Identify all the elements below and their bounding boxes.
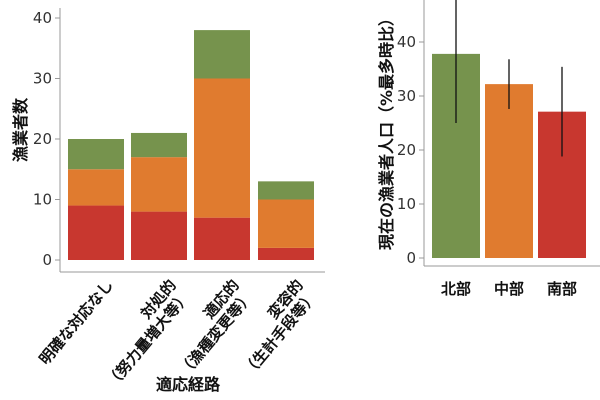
bar-segment [258,199,314,248]
x-category-label: 北部 [441,280,471,298]
y-tick-label: 30 [397,87,416,105]
y-tick: 0 [42,251,52,269]
x-category-label-group: 明確な対応なし [36,276,117,368]
y-tick-label: 10 [33,191,52,209]
y-tick-label: 30 [33,70,52,88]
y-tick: 20 [33,130,52,148]
y-tick: 20 [397,141,416,159]
y-tick-label: 40 [33,9,52,27]
x-category-label: 中部 [494,280,524,298]
bar-segment [194,78,250,218]
bar-segment [258,247,314,260]
y-tick: 10 [397,195,416,213]
bar-segment [68,139,124,170]
y-tick: 40 [33,9,52,27]
y-tick-label: 20 [397,141,416,159]
y-axis-title: 漁業者数 [11,97,30,162]
y-tick: 30 [33,70,52,88]
y-tick: 10 [33,191,52,209]
bar-segment [131,157,187,212]
y-tick-label: 20 [33,130,52,148]
x-axis-title: 適応経路 [156,375,221,394]
y-axis-title: 現在の漁業者人口（%最多時比） [377,10,396,250]
bar [485,84,533,259]
bar-segment [131,132,187,158]
y-tick: 40 [397,33,416,51]
y-tick-label: 40 [397,33,416,51]
y-tick: 30 [397,87,416,105]
x-category-label: 明確な対応なし [36,276,117,368]
bar-segment [68,205,124,260]
bar-segment [258,181,314,200]
x-category-label: 南部 [547,280,577,298]
bar-segment [131,211,187,260]
bar-segment [68,169,124,206]
bar-segment [194,217,250,260]
y-tick: 0 [406,249,416,267]
bar-segment [194,30,250,79]
y-tick-label: 0 [406,249,416,267]
y-tick-label: 10 [397,195,416,213]
y-tick-label: 0 [42,251,52,269]
